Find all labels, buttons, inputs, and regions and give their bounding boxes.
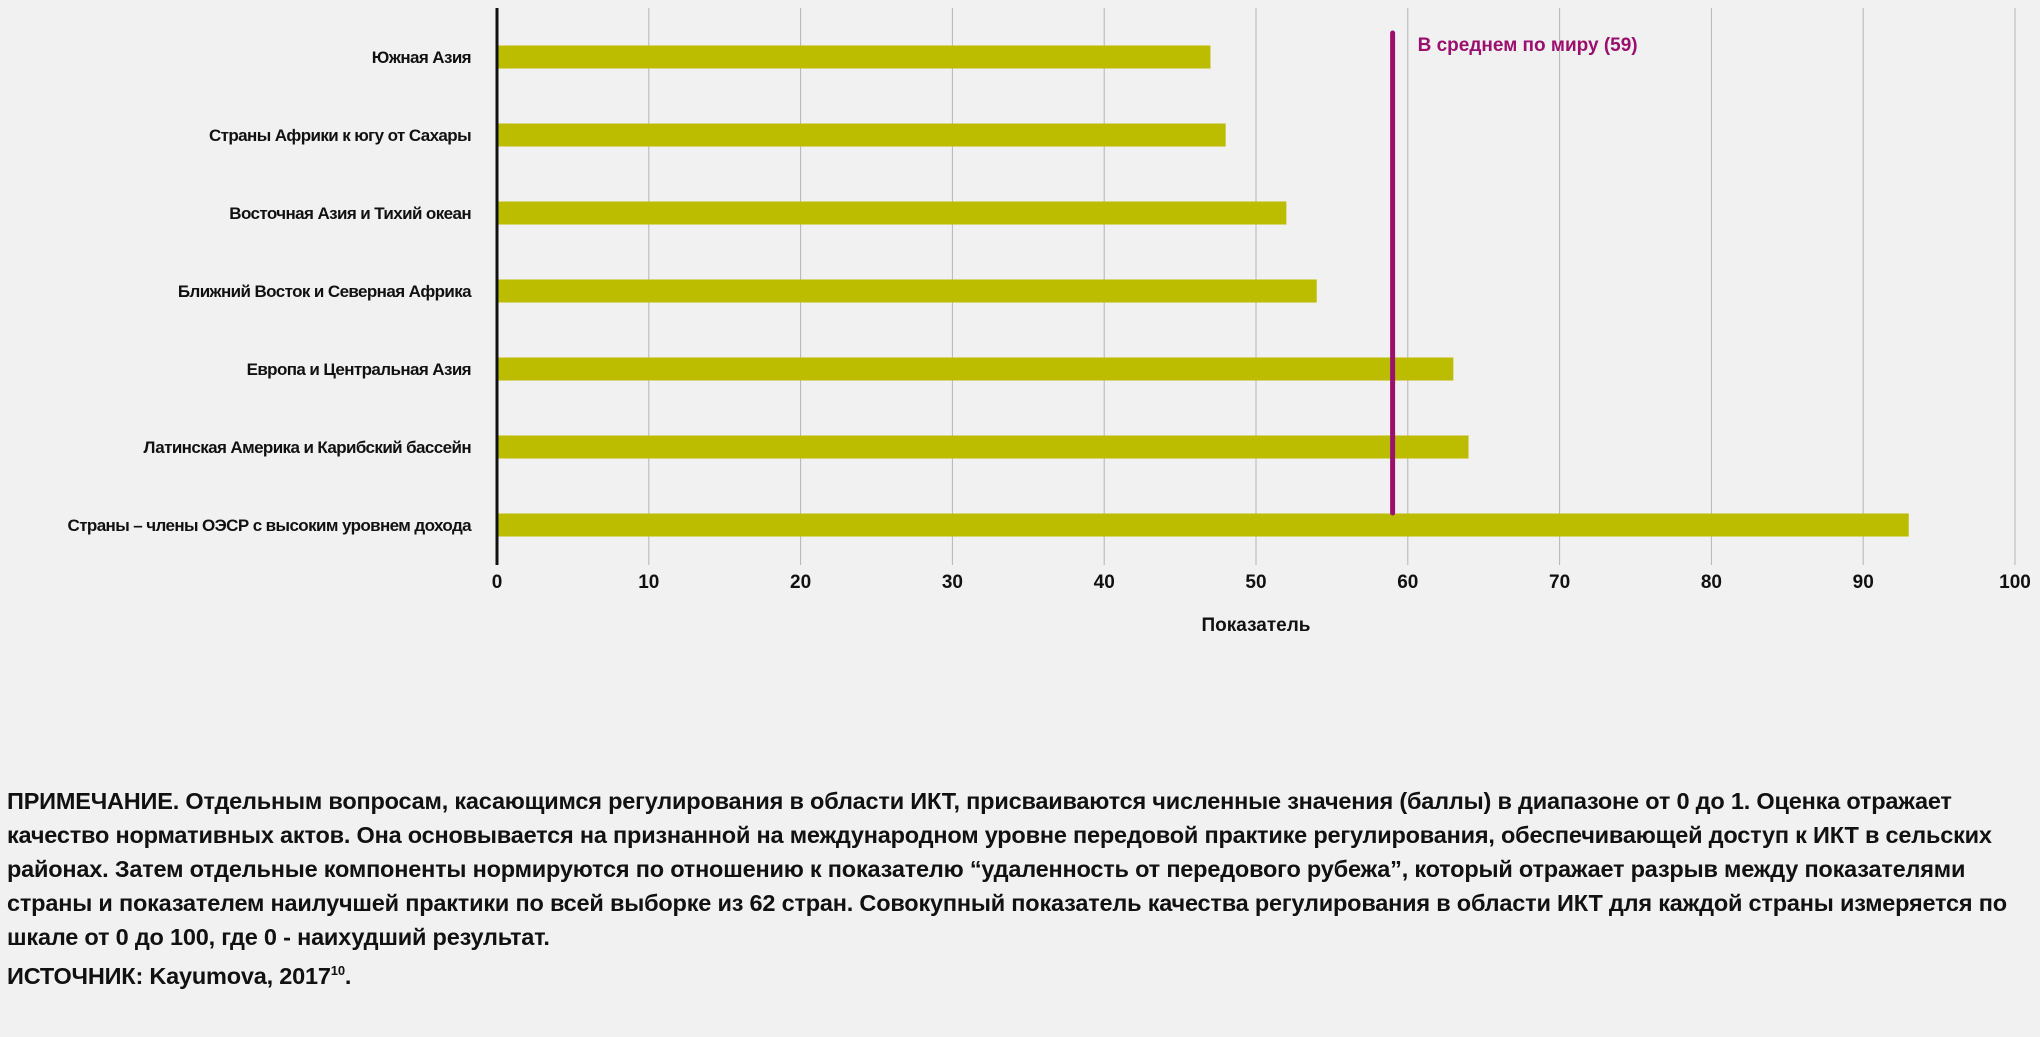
category-label: Ближний Восток и Северная Африка (178, 282, 472, 301)
bar (497, 357, 1454, 381)
category-labels: Южная Азия Страны Африки к югу от Сахары В… (68, 48, 473, 535)
tick-labels: 0 10 20 30 40 50 60 70 80 90 100 (492, 572, 2031, 593)
x-tick-label: 90 (1853, 572, 1874, 593)
bar-chart: Южная Азия Страны Африки к югу от Сахары В… (68, 8, 2031, 636)
x-tick-label: 20 (790, 572, 811, 593)
category-label: Страны – члены ОЭСР с высоким уровнем до… (68, 516, 473, 535)
chart-note: ПРИМЕЧАНИЕ. Отдельным вопросам, касающим… (7, 784, 2027, 993)
source-end: . (344, 962, 352, 989)
bar (497, 279, 1317, 303)
bar (497, 435, 1469, 459)
x-tick-label: 60 (1397, 572, 1418, 593)
x-tick-label: 30 (942, 572, 963, 593)
source-line: ИСТОЧНИК: Kayumova, 201710. (7, 954, 2027, 993)
x-tick-label: 100 (1999, 572, 2031, 593)
category-label: Страны Африки к югу от Сахары (209, 126, 471, 145)
category-label: Южная Азия (372, 48, 471, 67)
source-footnote-ref: 10 (330, 963, 345, 978)
x-tick-label: 70 (1549, 572, 1570, 593)
category-label: Восточная Азия и Тихий океан (229, 204, 471, 223)
reference-line-group: В среднем по миру (59) (1390, 30, 1638, 516)
x-tick-label: 80 (1701, 572, 1722, 593)
world-average-label: В среднем по миру (59) (1418, 35, 1638, 56)
x-tick-label: 40 (1094, 572, 1115, 593)
x-tick-label: 0 (492, 572, 503, 593)
x-tick-label: 10 (638, 572, 659, 593)
bar (497, 513, 1909, 537)
source-text: ИСТОЧНИК: Kayumova, 2017 (7, 962, 331, 989)
note-text: ПРИМЕЧАНИЕ. Отдельным вопросам, касающим… (7, 788, 2007, 950)
bar (497, 123, 1226, 147)
bars (497, 45, 1909, 537)
bar (497, 201, 1287, 225)
bar (497, 45, 1211, 69)
category-label: Европа и Центральная Азия (247, 360, 471, 379)
x-axis-title: Показатель (1202, 615, 1311, 636)
category-label: Латинская Америка и Карибский бассейн (144, 438, 472, 457)
x-tick-label: 50 (1245, 572, 1266, 593)
